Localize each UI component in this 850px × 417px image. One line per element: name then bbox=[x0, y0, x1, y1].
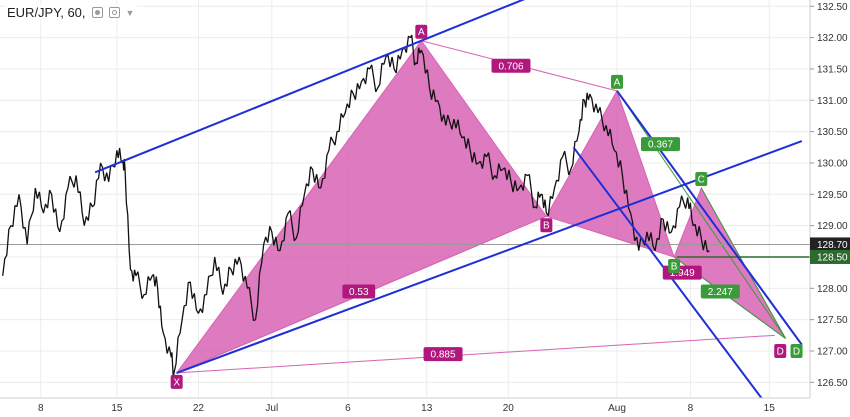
ratio-label: 0.53 bbox=[349, 287, 369, 298]
y-tick-label: 132.50 bbox=[817, 2, 848, 13]
y-tick-label: 132.00 bbox=[817, 33, 848, 44]
ratio-label-bg bbox=[342, 284, 376, 299]
point-label-bg bbox=[668, 258, 681, 273]
price-tag: 128.70 bbox=[817, 240, 848, 251]
y-axis-bg bbox=[810, 0, 850, 417]
settings-icon[interactable] bbox=[108, 7, 120, 18]
point-label-bg bbox=[170, 374, 183, 389]
y-tick-label: 129.00 bbox=[817, 221, 848, 232]
pattern-triangle bbox=[175, 39, 548, 375]
point-label: D bbox=[793, 346, 800, 357]
y-tick-label: 127.50 bbox=[817, 315, 848, 326]
point-label: X bbox=[173, 377, 180, 388]
y-axis[interactable]: 126.50 127.00 127.50 128.00 128.50 129.00 129.… bbox=[809, 0, 850, 417]
x-tick-label: 20 bbox=[503, 403, 515, 414]
y-tick-label: 128.00 bbox=[817, 284, 848, 295]
ratio-line bbox=[176, 334, 775, 374]
y-tick-label: 130.50 bbox=[817, 127, 848, 138]
ratio-label: 0.367 bbox=[648, 140, 673, 151]
point-label: A bbox=[614, 77, 621, 88]
ratio-label-bg bbox=[700, 284, 740, 299]
x-tick-label: 8 bbox=[688, 403, 694, 414]
point-label-bg bbox=[695, 172, 708, 187]
x-axis-bg bbox=[0, 398, 850, 417]
harmonic-pattern-fills bbox=[175, 39, 786, 375]
price-tag-bg bbox=[810, 237, 850, 252]
y-tick-label: 127.00 bbox=[817, 346, 848, 357]
point-label: B bbox=[543, 221, 550, 232]
trend-line bbox=[94, 0, 525, 174]
point-label: D bbox=[777, 346, 784, 357]
ratio-line bbox=[616, 90, 786, 339]
y-tick-label: 131.50 bbox=[817, 64, 848, 75]
ratio-label-bg bbox=[423, 347, 463, 362]
point-label: B bbox=[671, 261, 678, 272]
ratio-label: 1.949 bbox=[670, 268, 695, 279]
symbol-label: EUR/JPY, 60, bbox=[7, 5, 86, 20]
point-label-bg bbox=[790, 343, 803, 358]
x-tick-label: 15 bbox=[111, 403, 123, 414]
y-tick-label: 130.00 bbox=[817, 158, 848, 169]
price-tag-bg bbox=[810, 249, 850, 264]
x-axis[interactable]: 8 15 22 Jul 6 13 20 Aug 8 15 bbox=[0, 397, 850, 417]
x-tick-label: 15 bbox=[764, 403, 776, 414]
trend-line bbox=[616, 90, 803, 346]
point-label: A bbox=[418, 27, 425, 38]
visibility-icon[interactable] bbox=[91, 7, 103, 18]
ratio-label: 2.247 bbox=[708, 287, 733, 298]
point-label-bg bbox=[611, 74, 624, 89]
price-line bbox=[2, 34, 710, 378]
point-label-bg bbox=[774, 343, 787, 358]
y-tick-label: 126.50 bbox=[817, 378, 848, 389]
ratio-label-bg bbox=[491, 58, 531, 73]
ratio-label: 0.885 bbox=[431, 350, 456, 361]
x-tick-label: 22 bbox=[193, 403, 205, 414]
y-tick-label: 131.00 bbox=[817, 96, 848, 107]
price-lines bbox=[0, 243, 810, 258]
pattern-triangle bbox=[545, 89, 675, 258]
ratio-labels: 0.706 0.53 0.885 0.367 1.949 2.247 bbox=[342, 58, 740, 362]
chevron-down-icon[interactable]: ▼ bbox=[125, 7, 135, 18]
x-tick-label: 6 bbox=[345, 403, 351, 414]
x-tick-label: Jul bbox=[265, 403, 278, 414]
chart-header: EUR/JPY, 60, ▼ bbox=[4, 5, 138, 20]
pattern-point-labels: X A B A B C D D bbox=[170, 24, 803, 389]
point-label-bg bbox=[415, 24, 428, 39]
x-tick-label: 8 bbox=[38, 403, 44, 414]
point-label-bg bbox=[540, 218, 553, 233]
ratio-label: 0.706 bbox=[498, 61, 523, 72]
point-label: C bbox=[698, 175, 705, 186]
ratio-label-bg bbox=[641, 137, 681, 152]
price-series bbox=[2, 34, 710, 378]
y-tick-label: 129.50 bbox=[817, 190, 848, 201]
x-tick-label: 13 bbox=[421, 403, 433, 414]
x-tick-label: Aug bbox=[608, 403, 626, 414]
price-tag: 128.50 bbox=[817, 252, 848, 263]
